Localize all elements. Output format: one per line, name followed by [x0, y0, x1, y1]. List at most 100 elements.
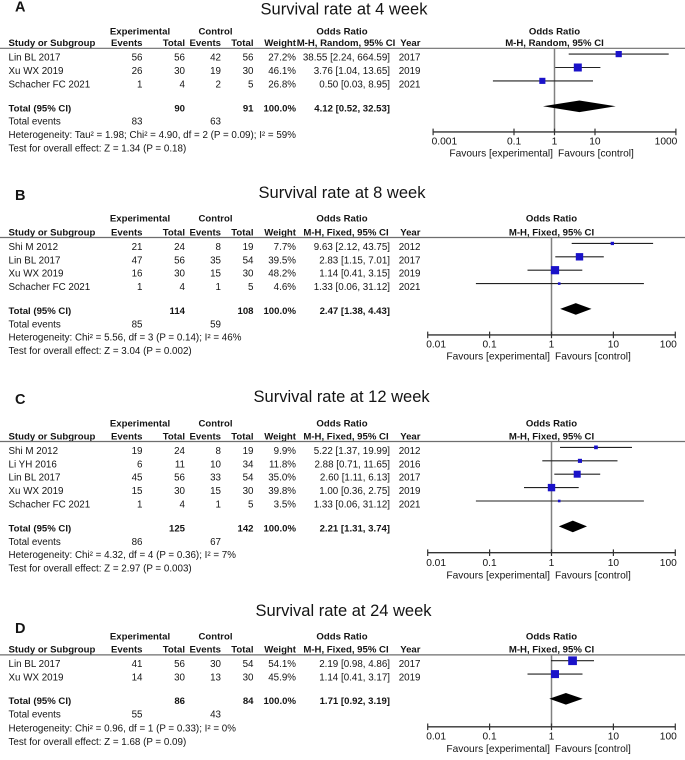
svg-text:Total: Total [163, 645, 185, 656]
svg-text:0.1: 0.1 [483, 558, 497, 569]
svg-text:Survival rate at 24 week: Survival rate at 24 week [255, 602, 432, 620]
svg-text:Year: Year [400, 645, 421, 656]
svg-text:Events: Events [190, 38, 221, 49]
svg-text:Heterogeneity: Chi² = 0.96, df: Heterogeneity: Chi² = 0.96, df = 1 (P = … [9, 723, 237, 734]
svg-text:9.63 [2.12, 43.75]: 9.63 [2.12, 43.75] [314, 242, 391, 253]
svg-text:M-H, Fixed, 95% CI: M-H, Fixed, 95% CI [509, 431, 595, 442]
svg-text:4.6%: 4.6% [274, 282, 297, 293]
svg-text:M-H, Fixed, 95% CI: M-H, Fixed, 95% CI [303, 227, 389, 238]
svg-text:3.76 [1.04, 13.65]: 3.76 [1.04, 13.65] [314, 66, 391, 77]
svg-text:85: 85 [132, 319, 143, 330]
svg-text:19: 19 [132, 446, 143, 457]
svg-text:56: 56 [174, 473, 185, 484]
svg-text:1: 1 [137, 79, 142, 90]
svg-text:Xu WX 2019: Xu WX 2019 [9, 66, 64, 77]
svg-text:2017: 2017 [399, 659, 421, 670]
svg-text:1: 1 [137, 500, 142, 511]
svg-text:Study or Subgroup: Study or Subgroup [9, 227, 96, 238]
svg-text:Test for overall effect: Z = 3: Test for overall effect: Z = 3.04 (P = 0… [9, 346, 192, 357]
svg-text:Events: Events [190, 227, 221, 238]
svg-text:56: 56 [174, 53, 185, 64]
svg-text:Year: Year [400, 38, 421, 49]
svg-text:47: 47 [132, 255, 143, 266]
svg-text:84: 84 [243, 696, 254, 707]
svg-text:Odds Ratio: Odds Ratio [316, 632, 367, 643]
svg-text:10: 10 [589, 137, 601, 148]
svg-text:Lin BL 2017: Lin BL 2017 [9, 255, 61, 266]
svg-text:15: 15 [132, 486, 143, 497]
svg-text:Schacher FC 2021: Schacher FC 2021 [9, 79, 91, 90]
svg-text:2017: 2017 [399, 53, 421, 64]
svg-text:56: 56 [174, 659, 185, 670]
svg-text:4: 4 [180, 500, 186, 511]
svg-text:Li YH 2016: Li YH 2016 [9, 459, 58, 470]
svg-text:M-H, Random, 95% CI: M-H, Random, 95% CI [297, 38, 396, 49]
svg-text:Total (95% CI): Total (95% CI) [9, 523, 72, 534]
svg-text:1: 1 [552, 137, 558, 148]
svg-text:1: 1 [216, 282, 221, 293]
svg-text:0.01: 0.01 [426, 558, 446, 569]
svg-text:19: 19 [243, 242, 254, 253]
svg-text:Favours [experimental]: Favours [experimental] [449, 148, 553, 159]
svg-text:Year: Year [400, 431, 421, 442]
svg-text:C: C [15, 392, 26, 408]
svg-text:142: 142 [237, 523, 253, 534]
svg-text:38.55 [2.24, 664.59]: 38.55 [2.24, 664.59] [303, 53, 390, 64]
svg-text:39.8%: 39.8% [268, 486, 296, 497]
svg-text:2.19 [0.98, 4.86]: 2.19 [0.98, 4.86] [319, 659, 390, 670]
svg-text:1.71 [0.92, 3.19]: 1.71 [0.92, 3.19] [320, 696, 390, 707]
svg-text:Survival rate at 8 week: Survival rate at 8 week [259, 184, 427, 202]
svg-text:30: 30 [243, 673, 254, 684]
svg-text:Odds Ratio: Odds Ratio [526, 632, 577, 643]
svg-text:13: 13 [210, 673, 221, 684]
svg-text:54.1%: 54.1% [268, 659, 296, 670]
svg-text:A: A [15, 0, 26, 15]
svg-text:M-H, Fixed, 95% CI: M-H, Fixed, 95% CI [303, 645, 389, 656]
svg-text:Total (95% CI): Total (95% CI) [9, 306, 72, 317]
svg-text:2021: 2021 [399, 79, 421, 90]
svg-text:0.1: 0.1 [483, 340, 497, 351]
svg-text:Weight: Weight [264, 645, 297, 656]
svg-text:2012: 2012 [399, 446, 421, 457]
svg-text:M-H, Random, 95% CI: M-H, Random, 95% CI [505, 38, 604, 49]
svg-text:Total: Total [231, 38, 253, 49]
svg-text:Test for overall effect: Z = 2: Test for overall effect: Z = 2.97 (P = 0… [9, 564, 192, 575]
svg-text:2021: 2021 [399, 500, 421, 511]
svg-text:24: 24 [174, 446, 185, 457]
svg-text:100: 100 [660, 558, 677, 569]
svg-text:Total (95% CI): Total (95% CI) [9, 103, 72, 114]
svg-text:8: 8 [216, 242, 222, 253]
svg-text:100: 100 [660, 731, 677, 742]
svg-text:Survival rate at 12 week: Survival rate at 12 week [254, 388, 431, 406]
svg-text:14: 14 [132, 673, 143, 684]
svg-text:2.83 [1.15, 7.01]: 2.83 [1.15, 7.01] [319, 255, 390, 266]
svg-text:30: 30 [174, 269, 185, 280]
svg-text:1.33 [0.06, 31.12]: 1.33 [0.06, 31.12] [314, 500, 391, 511]
svg-text:56: 56 [132, 53, 143, 64]
svg-text:30: 30 [174, 673, 185, 684]
svg-text:Control: Control [198, 213, 232, 224]
svg-text:2017: 2017 [399, 255, 421, 266]
svg-text:M-H, Fixed, 95% CI: M-H, Fixed, 95% CI [509, 645, 595, 656]
svg-text:48.2%: 48.2% [268, 269, 296, 280]
svg-text:16: 16 [132, 269, 143, 280]
svg-text:Test for overall effect: Z = 1: Test for overall effect: Z = 1.68 (P = 0… [9, 737, 187, 748]
svg-text:83: 83 [132, 117, 143, 128]
svg-text:Favours [control]: Favours [control] [555, 352, 631, 363]
svg-text:2.88 [0.71, 11.65]: 2.88 [0.71, 11.65] [314, 459, 390, 470]
svg-text:Heterogeneity: Tau² = 1.98; Ch: Heterogeneity: Tau² = 1.98; Chi² = 4.90,… [9, 130, 297, 141]
svg-text:11.8%: 11.8% [269, 459, 296, 470]
svg-text:45: 45 [132, 473, 143, 484]
svg-text:86: 86 [174, 696, 185, 707]
svg-text:Experimental: Experimental [110, 213, 170, 224]
svg-text:Total events: Total events [9, 537, 61, 548]
svg-text:2019: 2019 [399, 673, 421, 684]
svg-text:59: 59 [210, 319, 221, 330]
svg-text:35.0%: 35.0% [268, 473, 296, 484]
svg-text:54: 54 [243, 659, 254, 670]
svg-text:54: 54 [243, 255, 254, 266]
svg-text:Total events: Total events [9, 117, 61, 128]
svg-text:2017: 2017 [399, 473, 421, 484]
svg-text:Total: Total [231, 645, 253, 656]
svg-text:Total events: Total events [9, 710, 61, 721]
